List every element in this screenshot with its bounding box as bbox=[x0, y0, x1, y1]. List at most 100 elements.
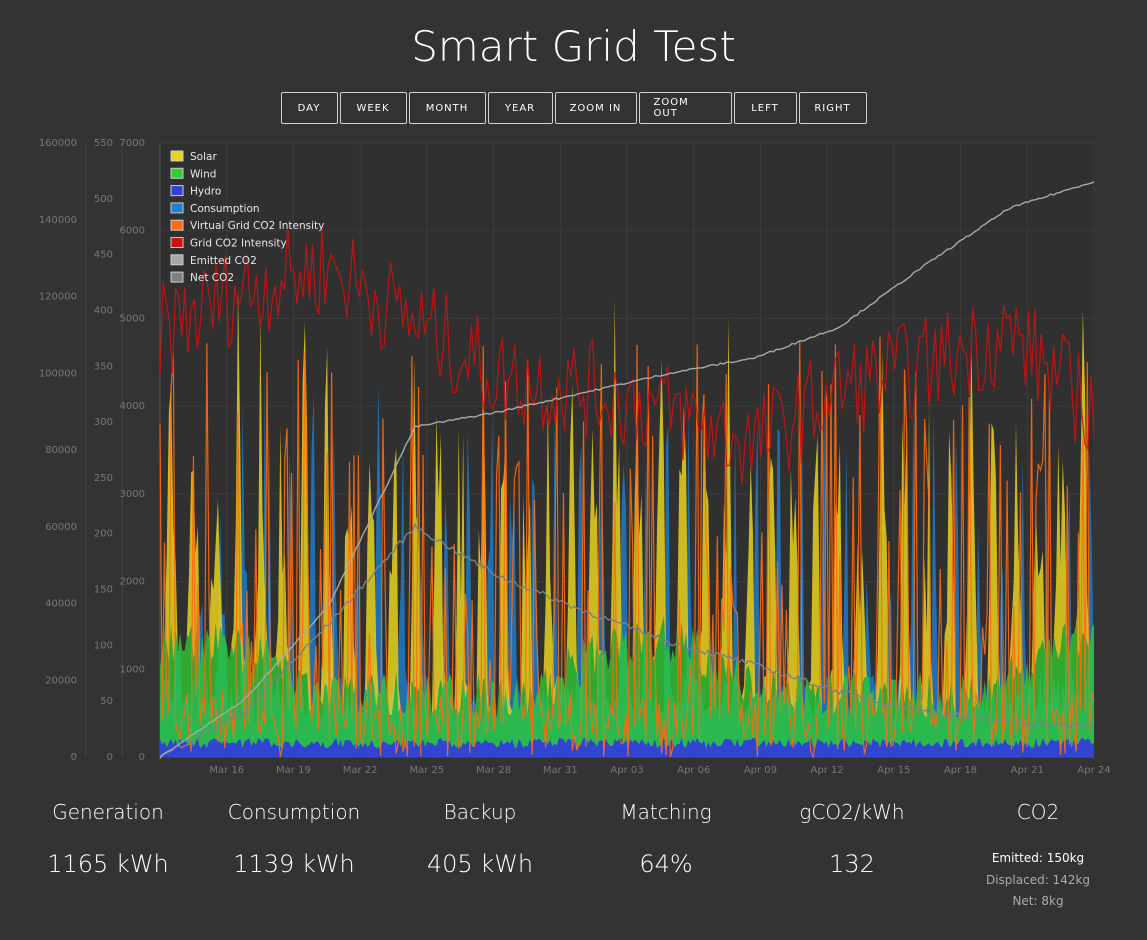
legend-label: Net CO2 bbox=[190, 272, 234, 284]
smart-grid-chart[interactable]: 0200004000060000800001000001200001400001… bbox=[0, 135, 1147, 785]
stat-backup: Backup 405 kWh bbox=[387, 800, 573, 913]
x-tick-label: Apr 24 bbox=[1077, 765, 1110, 776]
y-tick-label: 160000 bbox=[39, 138, 77, 149]
zoom-out-button[interactable]: ZOOM OUT bbox=[638, 92, 732, 124]
y-tick-label: 3000 bbox=[120, 489, 145, 500]
co2-axis: 0 20000 40000 60000 80000 100000 120000 140000 1… bbox=[39, 138, 87, 763]
y-tick-label: 250 bbox=[94, 473, 113, 484]
legend-swatch bbox=[170, 185, 184, 197]
stat-value: 1139 kWh bbox=[233, 850, 355, 878]
y-tick-label: 120000 bbox=[39, 292, 77, 303]
stat-value: 132 bbox=[829, 850, 875, 878]
legend-swatch bbox=[170, 150, 184, 162]
legend-swatch bbox=[170, 167, 184, 179]
legend-swatch bbox=[170, 254, 184, 266]
y-tick-label: 80000 bbox=[45, 445, 77, 456]
year-button[interactable]: YEAR bbox=[487, 92, 553, 124]
y-tick-label: 5000 bbox=[120, 313, 145, 324]
stat-value: 64% bbox=[639, 850, 693, 878]
line-layer bbox=[159, 181, 1095, 760]
co2-net: Net: 8kg bbox=[1012, 894, 1064, 908]
x-tick-label: Mar 19 bbox=[276, 765, 311, 776]
legend-label: Virtual Grid CO2 Intensity bbox=[190, 220, 324, 232]
zoom-in-button[interactable]: ZOOM IN bbox=[554, 92, 637, 124]
stat-label: gCO2/kWh bbox=[799, 800, 905, 824]
y-tick-label: 50 bbox=[100, 696, 113, 707]
legend-label: Consumption bbox=[190, 203, 260, 215]
y-tick-label: 100 bbox=[94, 640, 113, 651]
legend-swatch bbox=[170, 202, 184, 214]
series-layer bbox=[159, 286, 1095, 759]
y-tick-label: 4000 bbox=[120, 401, 145, 412]
x-tick-label: Apr 18 bbox=[944, 765, 977, 776]
legend-label: Emitted CO2 bbox=[190, 255, 257, 267]
x-tick-label: Apr 09 bbox=[744, 765, 777, 776]
y-tick-label: 7000 bbox=[120, 138, 145, 149]
x-tick-label: Mar 16 bbox=[209, 765, 244, 776]
day-button[interactable]: DAY bbox=[280, 92, 338, 124]
y-tick-label: 2000 bbox=[120, 577, 145, 588]
left-button[interactable]: LEFT bbox=[733, 92, 797, 124]
x-tick-label: Apr 15 bbox=[877, 765, 910, 776]
stat-co2: CO2 Emitted: 150kg Displaced: 142kg Net:… bbox=[945, 800, 1131, 913]
x-tick-label: Apr 21 bbox=[1011, 765, 1044, 776]
x-tick-label: Apr 12 bbox=[811, 765, 844, 776]
y-tick-label: 6000 bbox=[120, 226, 145, 237]
stats-row: Generation 1165 kWh Consumption 1139 kWh… bbox=[15, 800, 1132, 913]
stat-label: Matching bbox=[620, 800, 712, 824]
legend[interactable]: Solar Wind Hydro Consumption Virtual Grid CO… bbox=[170, 150, 324, 284]
stat-matching: Matching 64% bbox=[573, 800, 759, 913]
stat-label: Generation bbox=[52, 800, 164, 824]
y-tick-label: 0 bbox=[71, 752, 77, 763]
x-axis: Mar 16 Mar 19 Mar 22 Mar 25 Mar 28 Mar 31 Apr … bbox=[209, 765, 1110, 776]
y-tick-label: 400 bbox=[94, 305, 113, 316]
legend-label: Hydro bbox=[190, 186, 221, 198]
week-button[interactable]: WEEK bbox=[339, 92, 407, 124]
solar-area bbox=[160, 286, 1094, 720]
y-tick-label: 450 bbox=[94, 250, 113, 261]
y-tick-label: 150 bbox=[94, 585, 113, 596]
y-tick-label: 0 bbox=[107, 752, 113, 763]
page-title: Smart Grid Test bbox=[411, 22, 736, 71]
legend-label: Solar bbox=[190, 151, 217, 163]
x-tick-label: Mar 25 bbox=[409, 765, 444, 776]
wind-area bbox=[160, 616, 1094, 749]
y-tick-label: 500 bbox=[94, 194, 113, 205]
co2-details: Emitted: 150kg Displaced: 142kg Net: 8kg bbox=[945, 848, 1131, 913]
stat-label: Consumption bbox=[227, 800, 361, 824]
y-tick-label: 200 bbox=[94, 529, 113, 540]
x-tick-label: Apr 03 bbox=[610, 765, 643, 776]
y-tick-label: 140000 bbox=[39, 215, 77, 226]
y-tick-label: 40000 bbox=[45, 599, 77, 610]
y-tick-label: 550 bbox=[94, 138, 113, 149]
net-co2-line bbox=[159, 522, 1095, 760]
y-tick-label: 100000 bbox=[39, 368, 77, 379]
x-tick-label: Mar 31 bbox=[543, 765, 578, 776]
y-tick-label: 1000 bbox=[120, 664, 145, 675]
x-tick-label: Apr 06 bbox=[677, 765, 710, 776]
stat-value: 1165 kWh bbox=[47, 850, 169, 878]
stat-label: CO2 bbox=[1016, 800, 1060, 824]
legend-label: Grid CO2 Intensity bbox=[190, 238, 287, 250]
grid-co2-intensity-line bbox=[159, 227, 1095, 485]
month-button[interactable]: MONTH bbox=[408, 92, 486, 124]
co2-displaced: Displaced: 142kg bbox=[985, 872, 1091, 887]
x-tick-label: Mar 22 bbox=[343, 765, 378, 776]
x-tick-label: Mar 28 bbox=[476, 765, 511, 776]
stat-label: Backup bbox=[443, 800, 517, 824]
stat-consumption: Consumption 1139 kWh bbox=[201, 800, 387, 913]
stat-intensity: gCO2/kWh 132 bbox=[759, 800, 945, 913]
right-button[interactable]: RIGHT bbox=[798, 92, 867, 124]
y-tick-label: 0 bbox=[139, 752, 145, 763]
legend-label: Wind bbox=[190, 168, 216, 180]
legend-swatch bbox=[170, 237, 184, 248]
y-tick-label: 60000 bbox=[45, 522, 77, 533]
legend-swatch bbox=[170, 219, 184, 231]
hydro-area bbox=[160, 737, 1094, 757]
toolbar: DAY WEEK MONTH YEAR ZOOM IN ZOOM OUT LEF… bbox=[0, 92, 1147, 124]
emitted-co2-line bbox=[159, 181, 1095, 758]
intensity-axis: 0 50 100 150 200 250 300 350 400 450 500 550 bbox=[94, 138, 123, 763]
virtual-grid-co2-line bbox=[159, 336, 1095, 759]
legend-swatch bbox=[170, 271, 184, 283]
y-tick-label: 350 bbox=[94, 361, 113, 372]
